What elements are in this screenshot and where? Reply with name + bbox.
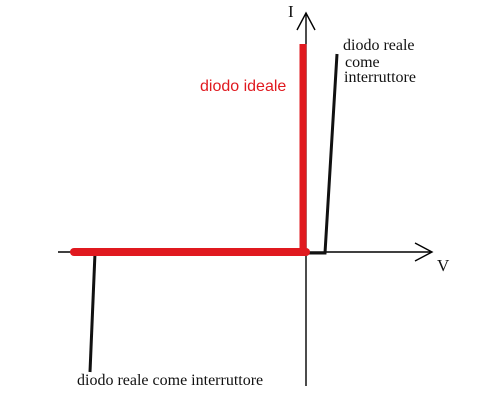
real-diode-forward-curve [306,53,339,255]
real-diode-top-label-line-3: interruttore [344,69,416,86]
y-axis-label: I [288,2,294,21]
y-axis-arrowhead [296,11,316,31]
x-axis-label: V [437,256,450,275]
real-diode-bottom-label: diodo reale come interruttore [77,372,264,389]
x-axis-arrowhead [414,242,434,262]
real-diode-top-label-line-2: come [345,54,380,71]
ideal-diode-label: diodo ideale [200,78,287,95]
real-diode-top-label-line-1: diodo reale [343,37,415,54]
real-diode-reverse-curve [88,252,97,373]
